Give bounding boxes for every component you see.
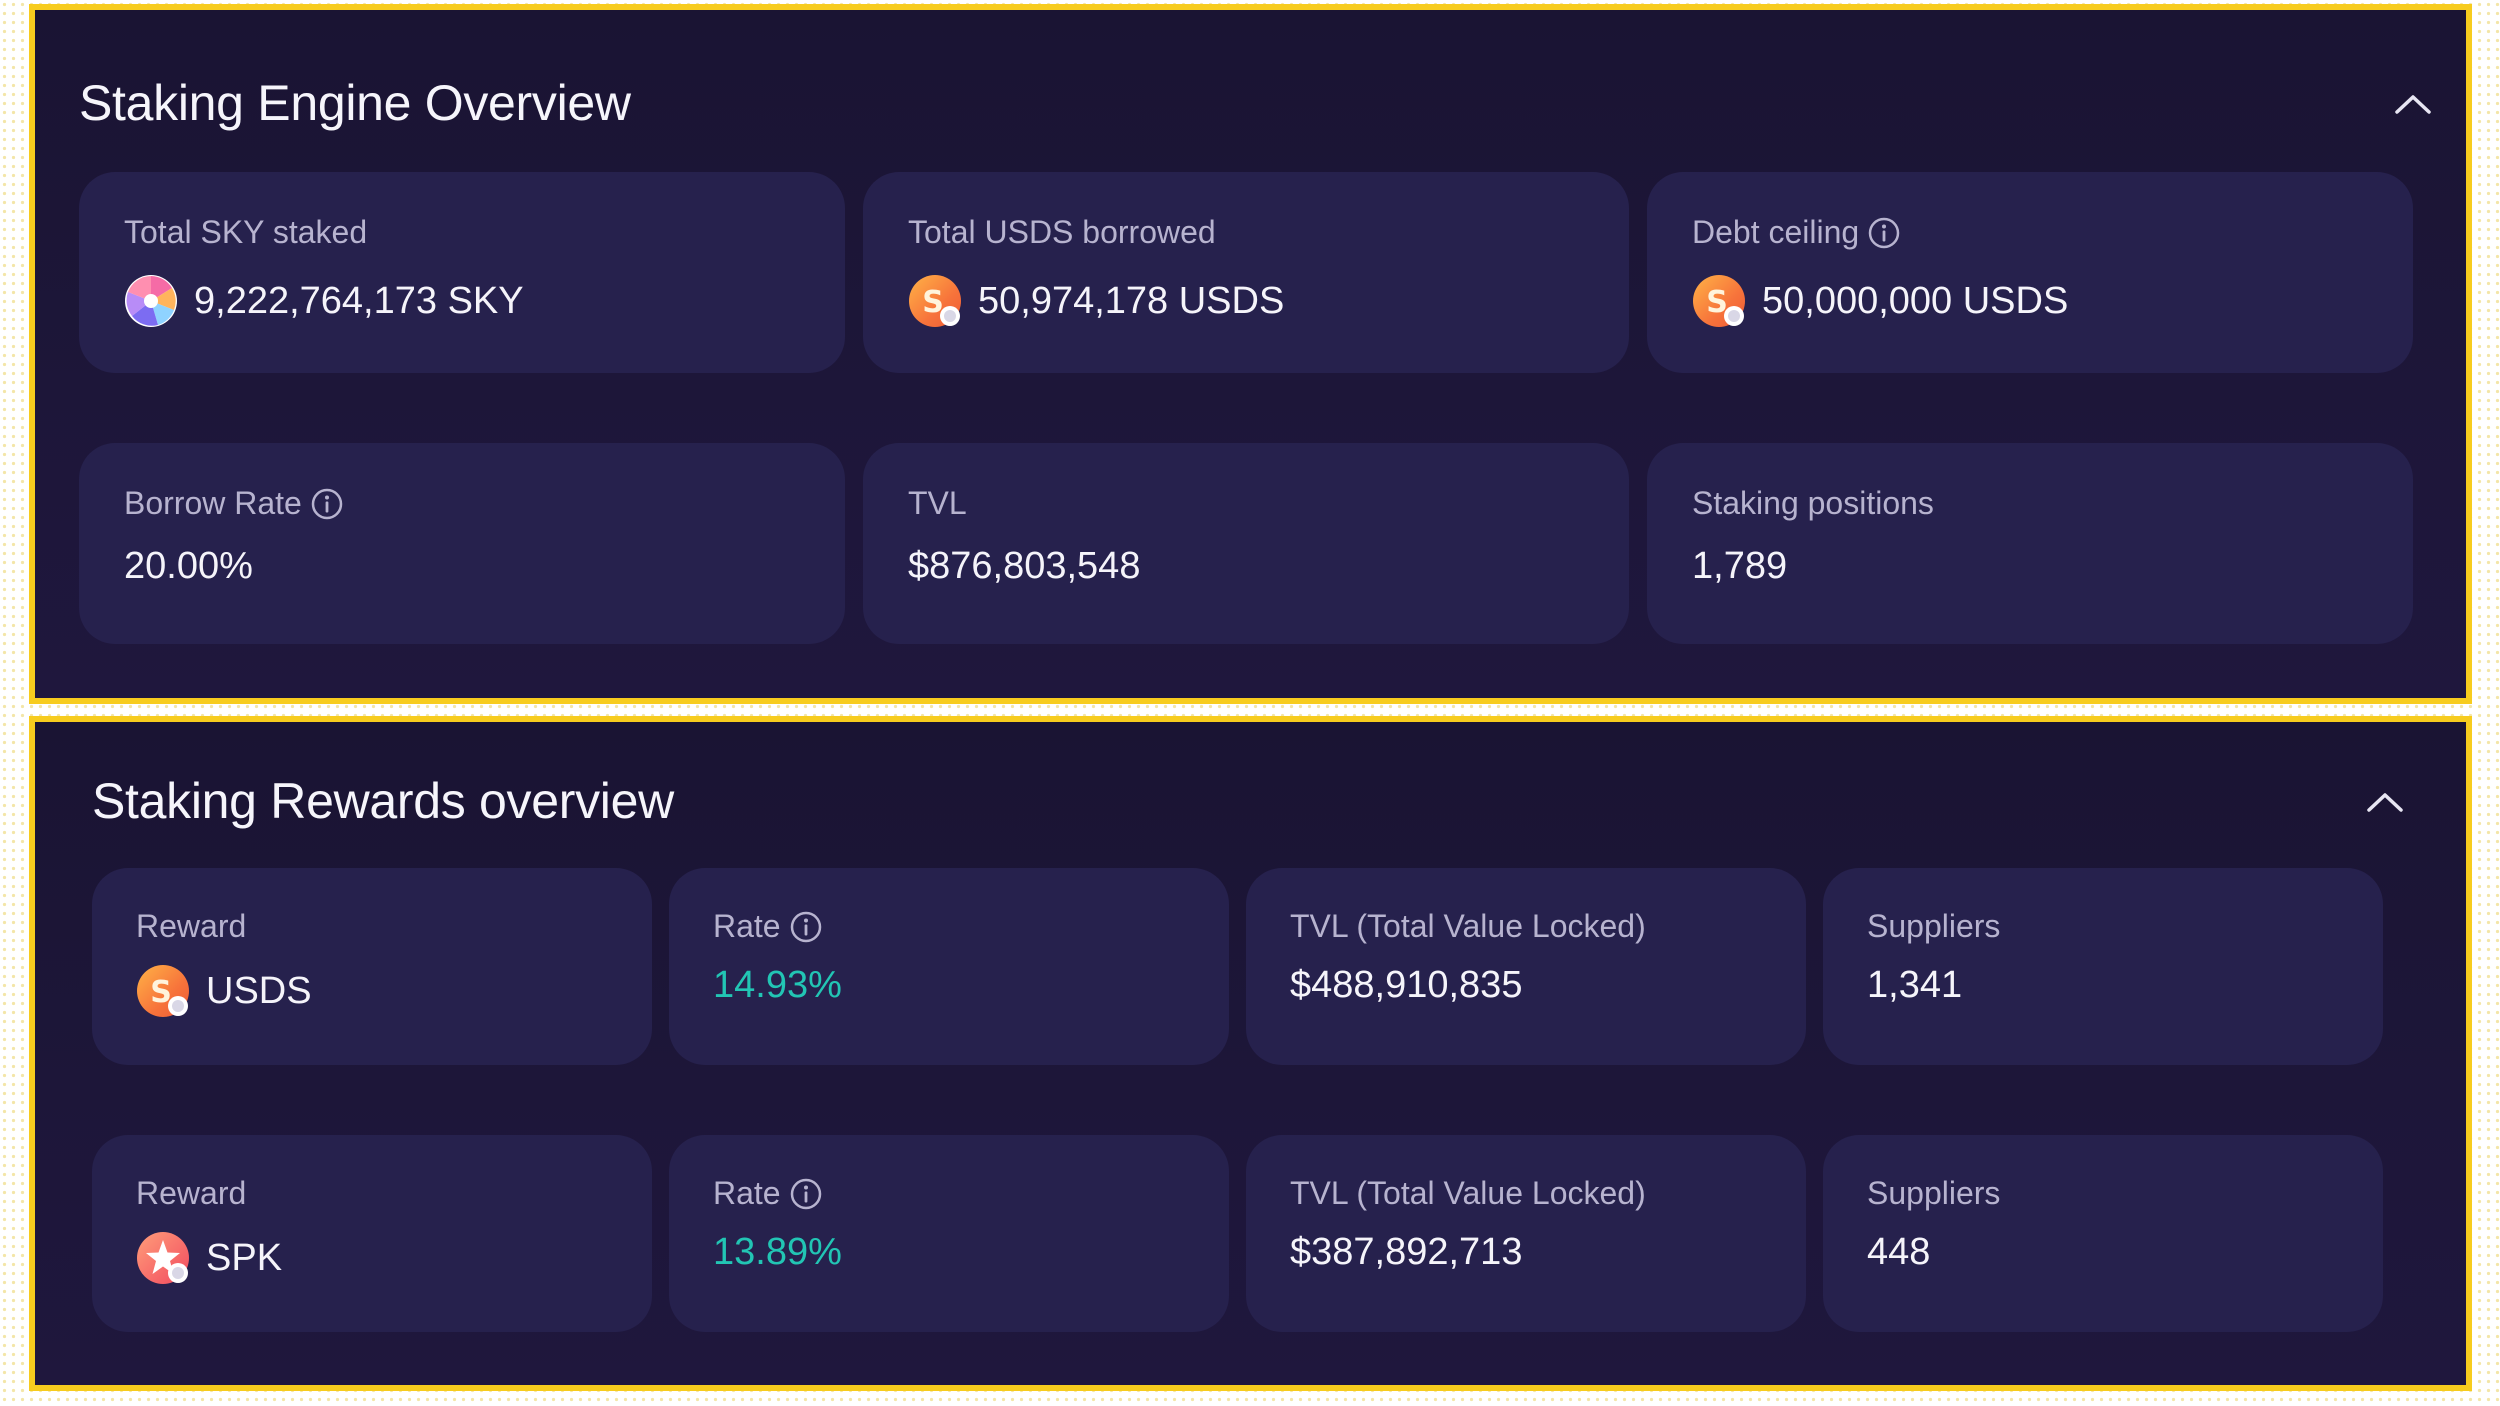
staking-rewards-title: Staking Rewards overview	[92, 773, 674, 829]
svg-text:S: S	[1706, 285, 1728, 320]
card-label: Total SKY staked	[124, 214, 368, 250]
card-label: Staking positions	[1692, 485, 1934, 521]
tvl-card: TVL (Total Value Locked) $387,892,713	[1246, 1135, 1806, 1332]
usds-token-icon: S	[908, 274, 962, 328]
debt-ceiling-value: 50,000,000 USDS	[1762, 279, 2069, 322]
reward-card: Reward S USDS	[92, 868, 652, 1065]
card-label: Reward	[136, 908, 247, 944]
card-label: TVL	[908, 485, 967, 521]
tvl-value: $876,803,548	[908, 545, 1141, 587]
rate-value: 14.93%	[713, 964, 842, 1006]
suppliers-value: 448	[1867, 1231, 1931, 1273]
total-sky-staked-card: Total SKY staked 9,222,764,173 SKY	[79, 172, 845, 373]
tvl-card: TVL (Total Value Locked) $488,910,835	[1246, 868, 1806, 1065]
suppliers-card: Suppliers 1,341	[1823, 868, 2383, 1065]
staking-positions-card: Staking positions 1,789	[1647, 443, 2413, 644]
info-icon[interactable]	[310, 487, 344, 521]
card-label: Total USDS borrowed	[908, 214, 1216, 250]
info-icon[interactable]	[789, 1177, 823, 1211]
total-sky-staked-value: 9,222,764,173 SKY	[194, 279, 524, 322]
card-label: Borrow Rate	[124, 485, 302, 521]
staking-engine-title: Staking Engine Overview	[79, 75, 631, 131]
card-label: Suppliers	[1867, 1175, 2001, 1211]
card-label: Suppliers	[1867, 908, 2001, 944]
suppliers-value: 1,341	[1867, 964, 1963, 1006]
svg-text:S: S	[922, 285, 944, 320]
info-icon[interactable]	[1867, 216, 1901, 250]
rate-value: 13.89%	[713, 1231, 842, 1273]
staking-rewards-panel: Staking Rewards overview Reward S USDS R…	[29, 716, 2472, 1391]
suppliers-card: Suppliers 448	[1823, 1135, 2383, 1332]
reward-token-name: USDS	[206, 969, 312, 1012]
usds-token-icon: S	[1692, 274, 1746, 328]
svg-text:S: S	[150, 975, 172, 1010]
rate-card: Rate 14.93%	[669, 868, 1229, 1065]
reward-card: Reward SPK	[92, 1135, 652, 1332]
card-label: Debt ceiling	[1692, 214, 1860, 250]
spk-token-icon	[136, 1231, 190, 1285]
info-icon[interactable]	[789, 910, 823, 944]
reward-token-name: SPK	[206, 1236, 283, 1279]
total-usds-borrowed-value: 50,974,178 USDS	[978, 279, 1285, 322]
total-usds-borrowed-card: Total USDS borrowed S 50,974,178 USDS	[863, 172, 1629, 373]
card-label: TVL (Total Value Locked)	[1290, 1175, 1646, 1211]
tvl-value: $488,910,835	[1290, 964, 1523, 1006]
usds-token-icon: S	[136, 964, 190, 1018]
card-label: TVL (Total Value Locked)	[1290, 908, 1646, 944]
tvl-value: $387,892,713	[1290, 1231, 1523, 1273]
borrow-rate-card: Borrow Rate 20.00%	[79, 443, 845, 644]
card-label: Rate	[713, 1175, 781, 1211]
rewards-collapse-button[interactable]	[2357, 774, 2413, 830]
chevron-up-icon	[2367, 793, 2403, 812]
card-label: Reward	[136, 1175, 247, 1211]
chevron-up-icon	[2395, 95, 2431, 114]
tvl-card: TVL $876,803,548	[863, 443, 1629, 644]
staking-engine-panel: Staking Engine Overview Total SKY staked…	[29, 4, 2472, 704]
staking-positions-value: 1,789	[1692, 545, 1788, 587]
rate-card: Rate 13.89%	[669, 1135, 1229, 1332]
debt-ceiling-card: Debt ceiling S 50,000,000 USDS	[1647, 172, 2413, 373]
sky-token-icon	[124, 274, 178, 328]
card-label: Rate	[713, 908, 781, 944]
engine-collapse-button[interactable]	[2385, 76, 2441, 132]
borrow-rate-value: 20.00%	[124, 545, 253, 587]
